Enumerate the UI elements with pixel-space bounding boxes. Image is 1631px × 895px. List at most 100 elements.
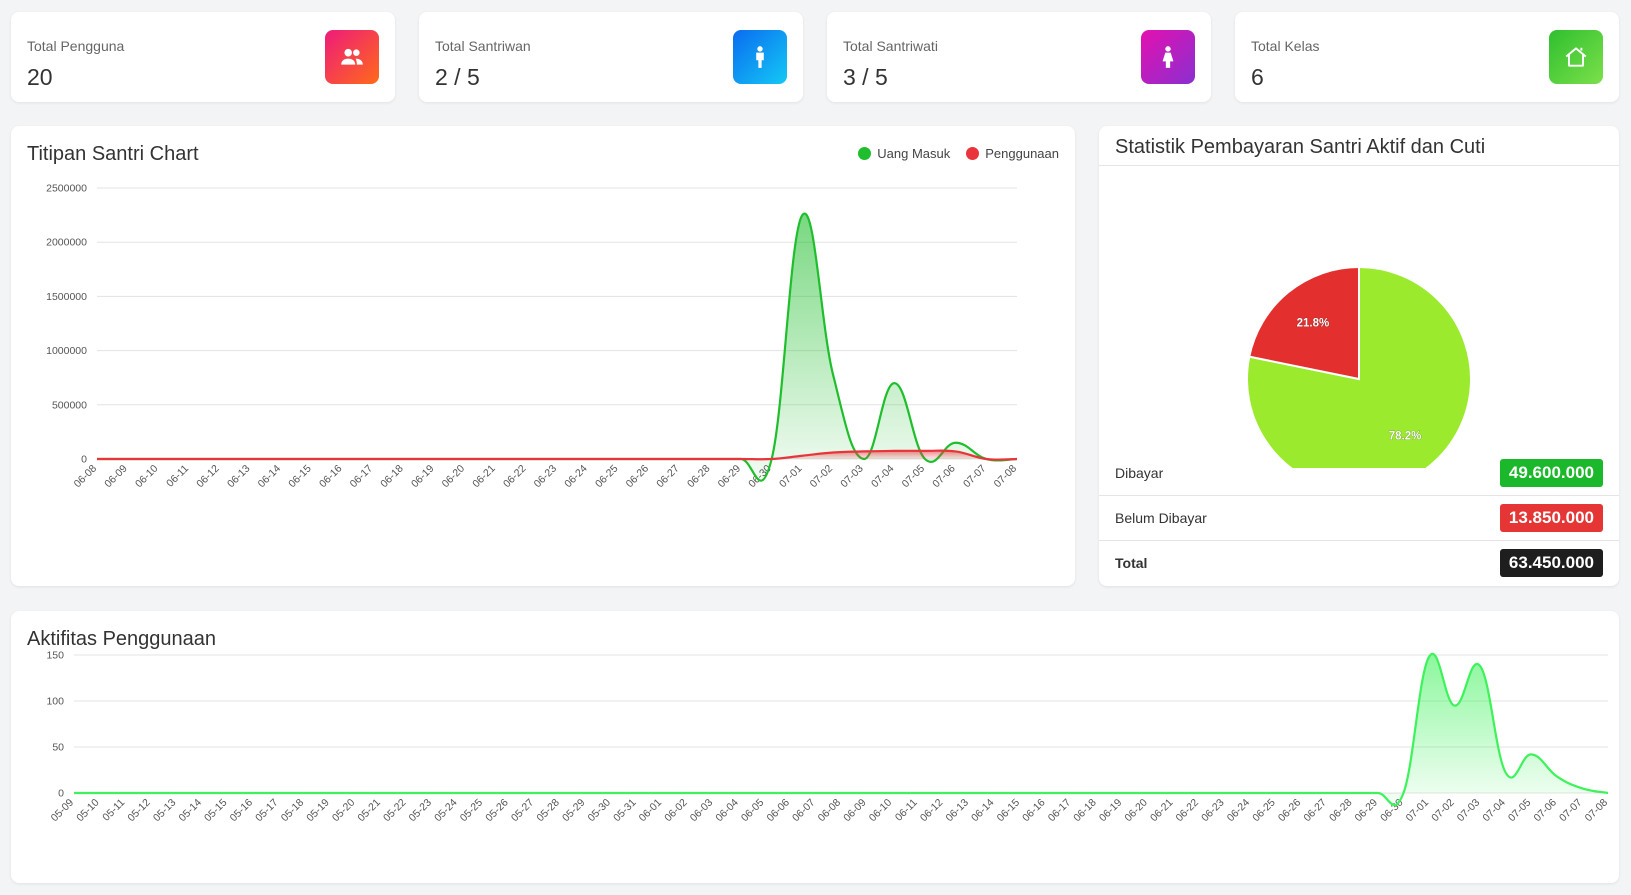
y-tick-label: 1500000: [46, 291, 87, 303]
y-tick-label: 2000000: [46, 237, 87, 249]
pay-label: Total: [1115, 554, 1148, 571]
titipan-chart-title: Titipan Santri Chart: [27, 143, 199, 165]
female-icon: [1141, 30, 1195, 84]
x-tick-label: 07-03: [838, 463, 866, 491]
y-tick-label: 500000: [52, 399, 87, 411]
x-tick-label: 06-11: [893, 797, 920, 824]
x-tick-label: 05-31: [611, 797, 639, 825]
series-line-aktifitas[interactable]: [74, 652, 1609, 807]
stat-label: Total Kelas: [1251, 38, 1320, 54]
legend-label: Uang Masuk: [877, 146, 951, 161]
pay-row-dibayar: Dibayar 49.600.000: [1099, 451, 1619, 495]
x-tick-label: 06-27: [654, 463, 682, 491]
x-tick-label: 06-24: [562, 463, 590, 491]
x-tick-label: 06-08: [816, 797, 844, 825]
stat-card-santriwan: Total Santriwan 2 / 5: [419, 12, 803, 102]
x-tick-label: 05-22: [381, 797, 409, 825]
x-tick-label: 07-04: [1480, 797, 1508, 825]
x-tick-label: 05-26: [483, 797, 511, 825]
x-tick-label: 05-09: [49, 797, 77, 825]
x-tick-label: 06-17: [348, 463, 376, 491]
x-tick-label: 07-06: [1532, 797, 1560, 825]
x-tick-label: 07-02: [1429, 797, 1457, 825]
x-tick-label: 06-15: [286, 463, 314, 491]
x-tick-label: 06-19: [1097, 797, 1125, 825]
x-tick-label: 06-16: [1020, 797, 1048, 825]
x-tick-label: 07-05: [1506, 797, 1534, 825]
x-tick-label: 05-17: [253, 797, 281, 825]
pay-value-badge: 13.850.000: [1499, 503, 1603, 532]
x-tick-label: 06-24: [1225, 797, 1253, 825]
x-tick-label: 06-22: [501, 463, 529, 491]
x-tick-label: 07-04: [869, 463, 897, 491]
x-tick-label: 07-08: [992, 463, 1020, 491]
x-tick-label: 06-17: [1046, 797, 1074, 825]
statistik-card: Statistik Pembayaran Santri Aktif dan Cu…: [1099, 126, 1619, 586]
x-tick-label: 05-19: [304, 797, 332, 825]
stat-label: Total Santriwan: [435, 38, 531, 54]
x-tick-label: 05-23: [407, 797, 435, 825]
series-line-penggunaan[interactable]: [96, 449, 1018, 461]
x-tick-label: 06-20: [1122, 797, 1150, 825]
x-tick-label: 07-01: [1404, 797, 1432, 825]
x-tick-label: 07-01: [777, 463, 805, 491]
pay-label: Belum Dibayar: [1115, 509, 1207, 526]
pay-row-total: Total 63.450.000: [1099, 540, 1619, 584]
y-tick-label: 2500000: [46, 183, 87, 195]
x-tick-label: 07-07: [961, 463, 989, 491]
x-tick-label: 06-18: [1071, 797, 1099, 825]
stat-value: 3 / 5: [843, 64, 888, 90]
pay-row-belum-dibayar: Belum Dibayar 13.850.000: [1099, 495, 1619, 539]
x-tick-label: 07-08: [1583, 797, 1611, 825]
x-tick-label: 05-29: [560, 797, 588, 825]
y-tick-label: 100: [46, 696, 64, 708]
x-tick-label: 05-27: [509, 797, 537, 825]
x-tick-label: 06-29: [1353, 797, 1381, 825]
x-tick-label: 06-21: [470, 463, 498, 491]
x-tick-label: 05-25: [458, 797, 486, 825]
x-tick-label: 05-20: [330, 797, 358, 825]
aktifitas-title: Aktifitas Penggunaan: [27, 628, 217, 650]
legend-item-penggunaan[interactable]: Penggunaan: [966, 146, 1059, 161]
legend-dot-icon: [858, 147, 872, 160]
x-tick-label: 05-16: [228, 797, 256, 825]
stat-card-santriwati: Total Santriwati 3 / 5: [827, 12, 1211, 102]
x-tick-label: 06-01: [637, 797, 665, 825]
legend-label: Penggunaan: [985, 146, 1059, 161]
y-tick-label: 150: [46, 650, 64, 662]
pay-value-badge: 49.600.000: [1499, 459, 1603, 487]
x-tick-label: 06-09: [841, 797, 869, 825]
x-tick-label: 05-12: [125, 797, 153, 825]
y-tick-label: 0: [81, 454, 87, 466]
x-tick-label: 06-26: [624, 463, 652, 491]
x-tick-label: 06-02: [662, 797, 690, 825]
x-tick-label: 06-23: [532, 463, 560, 491]
home-icon: [1549, 30, 1603, 84]
x-tick-label: 06-28: [1327, 797, 1355, 825]
stat-value: 6: [1251, 64, 1264, 90]
stat-card-kelas: Total Kelas 6: [1235, 12, 1619, 102]
x-tick-label: 06-19: [409, 463, 437, 491]
pie-chart: 78.2% 21.8%: [1246, 265, 1472, 468]
x-tick-label: 06-21: [1148, 797, 1176, 825]
y-tick-label: 50: [52, 742, 64, 754]
x-tick-label: 07-07: [1557, 797, 1585, 825]
series-area-aktifitas: [74, 653, 1608, 806]
x-tick-label: 06-09: [102, 463, 130, 491]
pie-slice-belum-dibayar[interactable]: [1248, 265, 1360, 381]
x-tick-label: 06-08: [72, 463, 100, 491]
legend-dot-icon: [966, 147, 980, 160]
x-tick-label: 06-07: [790, 797, 818, 825]
x-tick-label: 06-10: [133, 463, 161, 491]
x-tick-label: 07-03: [1455, 797, 1483, 825]
x-tick-label: 06-13: [225, 463, 253, 491]
x-tick-label: 06-27: [1301, 797, 1329, 825]
statistik-title: Statistik Pembayaran Santri Aktif dan Cu…: [1115, 136, 1486, 158]
legend-item-uang-masuk[interactable]: Uang Masuk: [858, 146, 950, 161]
titipan-chart: 0 500000 1000000 1500000 2000000 2500000 06-08…: [46, 183, 1020, 491]
aktifitas-chart: 05010015005-0905-1005-1105-1205-1305-140…: [46, 650, 1611, 825]
pie-slice-label: 21.8%: [1297, 318, 1330, 330]
pie-slice-label: 78.2%: [1389, 430, 1422, 442]
pay-value-badge: 63.450.000: [1499, 548, 1603, 577]
x-tick-label: 06-13: [943, 797, 971, 825]
